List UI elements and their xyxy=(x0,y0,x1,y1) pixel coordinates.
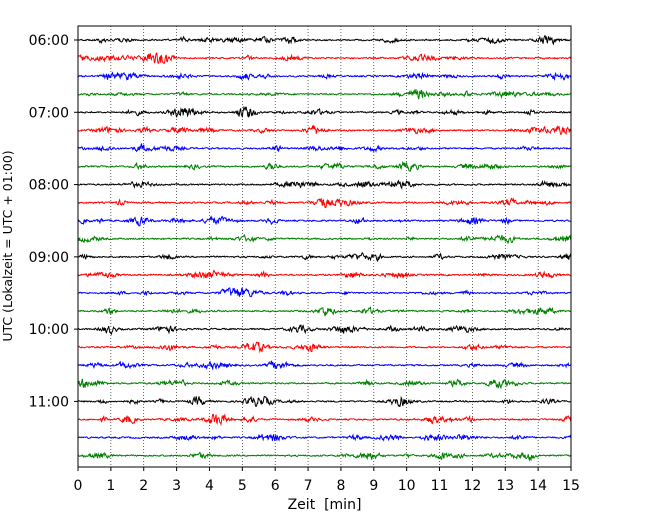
trace-line xyxy=(77,71,572,82)
x-tick-label: 1 xyxy=(106,478,115,494)
x-tick-label: 4 xyxy=(205,478,214,494)
x-tick-label: 7 xyxy=(304,478,313,494)
x-tick-label: 3 xyxy=(172,478,181,494)
trace-line xyxy=(77,143,572,154)
trace-line xyxy=(77,179,572,190)
trace-line xyxy=(77,378,572,390)
x-tick-label: 9 xyxy=(369,478,378,494)
trace-line xyxy=(77,89,572,100)
trace-line xyxy=(77,52,572,64)
trace-line xyxy=(77,233,572,245)
trace-lines xyxy=(77,35,572,462)
x-tick-label: 13 xyxy=(496,478,514,494)
trace-line xyxy=(77,160,572,172)
x-tick-label: 0 xyxy=(74,478,83,494)
x-tick-label: 12 xyxy=(463,478,481,494)
trace-line xyxy=(77,433,572,442)
x-tick-label: 2 xyxy=(139,478,148,494)
y-tick-label: 07:00 xyxy=(29,105,69,121)
y-axis-ticks: 06:00 07:00 08:00 09:00 10:00 11:00 xyxy=(29,33,78,410)
y-tick-label: 08:00 xyxy=(29,178,69,194)
trace-line xyxy=(77,360,572,371)
y-tick-label: 10:00 xyxy=(29,322,69,338)
trace-line xyxy=(77,105,572,118)
x-tick-label: 5 xyxy=(238,478,247,494)
trace-line xyxy=(77,451,572,462)
y-tick-label: 11:00 xyxy=(29,394,69,410)
x-tick-label: 14 xyxy=(529,478,547,494)
trace-line xyxy=(77,252,572,263)
trace-line xyxy=(77,395,572,408)
plot-frame xyxy=(77,25,572,468)
x-axis-title: Zeit [min] xyxy=(288,497,362,513)
x-tick-label: 10 xyxy=(398,478,416,494)
trace-line xyxy=(77,215,572,227)
y-axis-title: UTC (Lokalzeit = UTC + 01:00) xyxy=(0,150,15,341)
x-tick-label: 8 xyxy=(336,478,345,494)
x-tick-label: 15 xyxy=(562,478,580,494)
trace-line xyxy=(77,324,572,336)
trace-line xyxy=(77,197,572,209)
trace-line xyxy=(77,413,572,427)
trace-line xyxy=(77,306,572,317)
x-tick-label: 11 xyxy=(431,478,449,494)
y-tick-label: 06:00 xyxy=(29,33,69,49)
trace-line xyxy=(77,341,572,354)
trace-line xyxy=(77,35,572,46)
trace-line xyxy=(77,287,572,298)
trace-line xyxy=(77,269,572,280)
x-tick-label: 6 xyxy=(271,478,280,494)
trace-line xyxy=(77,124,572,136)
y-tick-label: 09:00 xyxy=(29,250,69,266)
x-axis-ticks: 0 1 2 3 4 5 6 7 8 9 10 11 12 13 14 15 xyxy=(74,467,580,494)
